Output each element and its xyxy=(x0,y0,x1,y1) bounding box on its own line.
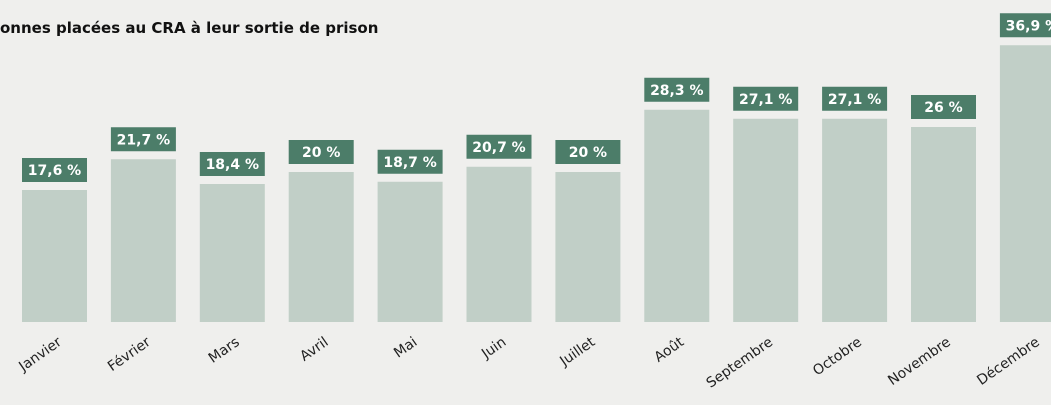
bar xyxy=(377,181,443,322)
bar xyxy=(644,109,710,322)
value-label-box xyxy=(199,152,265,176)
value-label: 36,9 % xyxy=(1006,18,1051,34)
chart-title: onnes placées au CRA à leur sortie de pr… xyxy=(0,19,378,37)
value-label-box xyxy=(999,13,1051,38)
value-label: 27,1 % xyxy=(828,92,881,108)
value-label: 18,7 % xyxy=(383,155,436,171)
value-label: 26 % xyxy=(924,100,962,116)
bar xyxy=(999,45,1051,322)
value-label: 17,6 % xyxy=(28,163,81,179)
bar xyxy=(822,118,888,322)
value-label-box xyxy=(110,127,176,152)
value-label-box xyxy=(555,140,621,164)
value-label: 28,3 % xyxy=(650,83,703,99)
value-label: 18,4 % xyxy=(206,157,259,173)
bar xyxy=(555,172,621,322)
bar xyxy=(466,166,532,322)
bar xyxy=(22,190,87,322)
bar xyxy=(199,184,265,322)
bar xyxy=(110,159,176,322)
value-label-box xyxy=(377,149,443,174)
value-label: 20 % xyxy=(569,145,607,161)
value-label-box xyxy=(22,158,87,182)
bar xyxy=(911,127,976,322)
value-label: 20 % xyxy=(302,145,340,161)
value-label-box xyxy=(733,86,799,111)
value-label-box xyxy=(644,77,710,102)
value-label: 21,7 % xyxy=(117,132,170,148)
bar xyxy=(288,172,354,322)
bar xyxy=(733,118,799,322)
value-label-box xyxy=(466,134,532,159)
value-label-box xyxy=(288,140,354,164)
value-label: 20,7 % xyxy=(472,140,525,156)
value-label-box xyxy=(911,95,976,119)
value-label: 27,1 % xyxy=(739,92,792,108)
value-label-box xyxy=(822,86,888,111)
